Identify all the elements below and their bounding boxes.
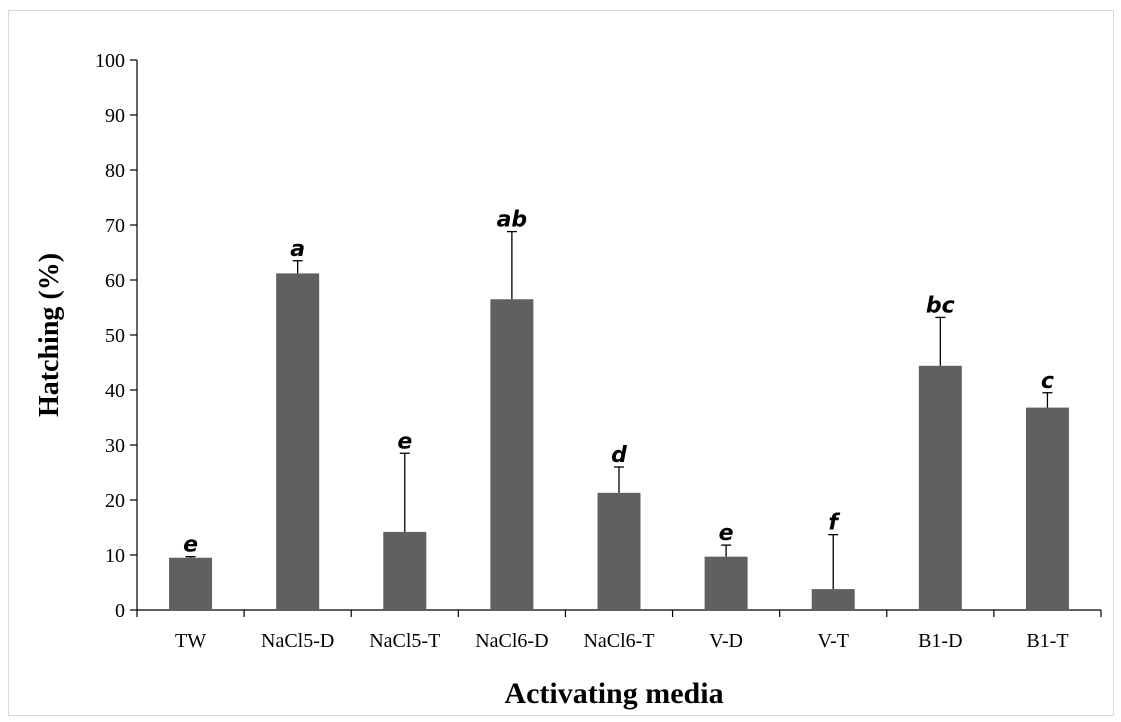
x-tick-label: NaCl6-T	[583, 630, 654, 652]
y-tick-label: 90	[105, 105, 125, 127]
x-tick-label: V-T	[817, 630, 848, 652]
significance-letter: ab	[497, 208, 528, 233]
y-tick-label: 80	[105, 160, 125, 182]
x-axis: TW NaCl5-D NaCl5-T NaCl6-D NaCl6-T V-D V-T B1-D…	[136, 609, 1102, 652]
x-tick-label: NaCl5-T	[369, 630, 440, 652]
x-tick-label: V-D	[709, 630, 743, 652]
significance-letter: e	[719, 521, 734, 546]
y-tick-label: 40	[105, 380, 125, 402]
bar-B1-D	[918, 365, 962, 610]
y-tick-label: 60	[105, 270, 125, 292]
bar-V-D	[704, 556, 748, 610]
bar-NaCl6-T	[597, 492, 641, 610]
x-tick-label: B1-D	[918, 630, 962, 652]
x-tick-label: TW	[175, 630, 206, 652]
x-axis-title: Activating media	[504, 677, 723, 710]
bars: e a e ab d e f bc c	[169, 208, 1069, 610]
bar-NaCl5-T	[383, 531, 427, 610]
y-tick-label: 0	[115, 600, 125, 622]
y-tick-label: 30	[105, 435, 125, 457]
bar-TW	[169, 557, 213, 610]
significance-letter: c	[1041, 369, 1054, 394]
significance-letter: f	[828, 511, 840, 536]
significance-letter: d	[611, 443, 627, 468]
bar-V-T	[811, 589, 855, 610]
y-tick-label: 100	[95, 50, 125, 72]
y-tick-label: 20	[105, 490, 125, 512]
y-axis: 0 10 20 30 40 50 60 70 80 90 100	[95, 50, 138, 622]
y-axis-title: Hatching (%)	[34, 253, 65, 417]
significance-letter: a	[290, 237, 305, 262]
significance-letter: e	[397, 429, 412, 454]
bar-B1-T	[1025, 407, 1069, 610]
x-tick-label: NaCl5-D	[261, 630, 334, 652]
bar-NaCl5-D	[276, 273, 320, 610]
bar-NaCl6-D	[490, 299, 534, 610]
y-tick-label: 70	[105, 215, 125, 237]
significance-letter: bc	[926, 293, 955, 318]
x-tick-label: NaCl6-D	[475, 630, 548, 652]
y-tick-label: 10	[105, 545, 125, 567]
y-tick-label: 50	[105, 325, 125, 347]
x-tick-label: B1-T	[1026, 630, 1068, 652]
significance-letter: e	[183, 533, 198, 558]
